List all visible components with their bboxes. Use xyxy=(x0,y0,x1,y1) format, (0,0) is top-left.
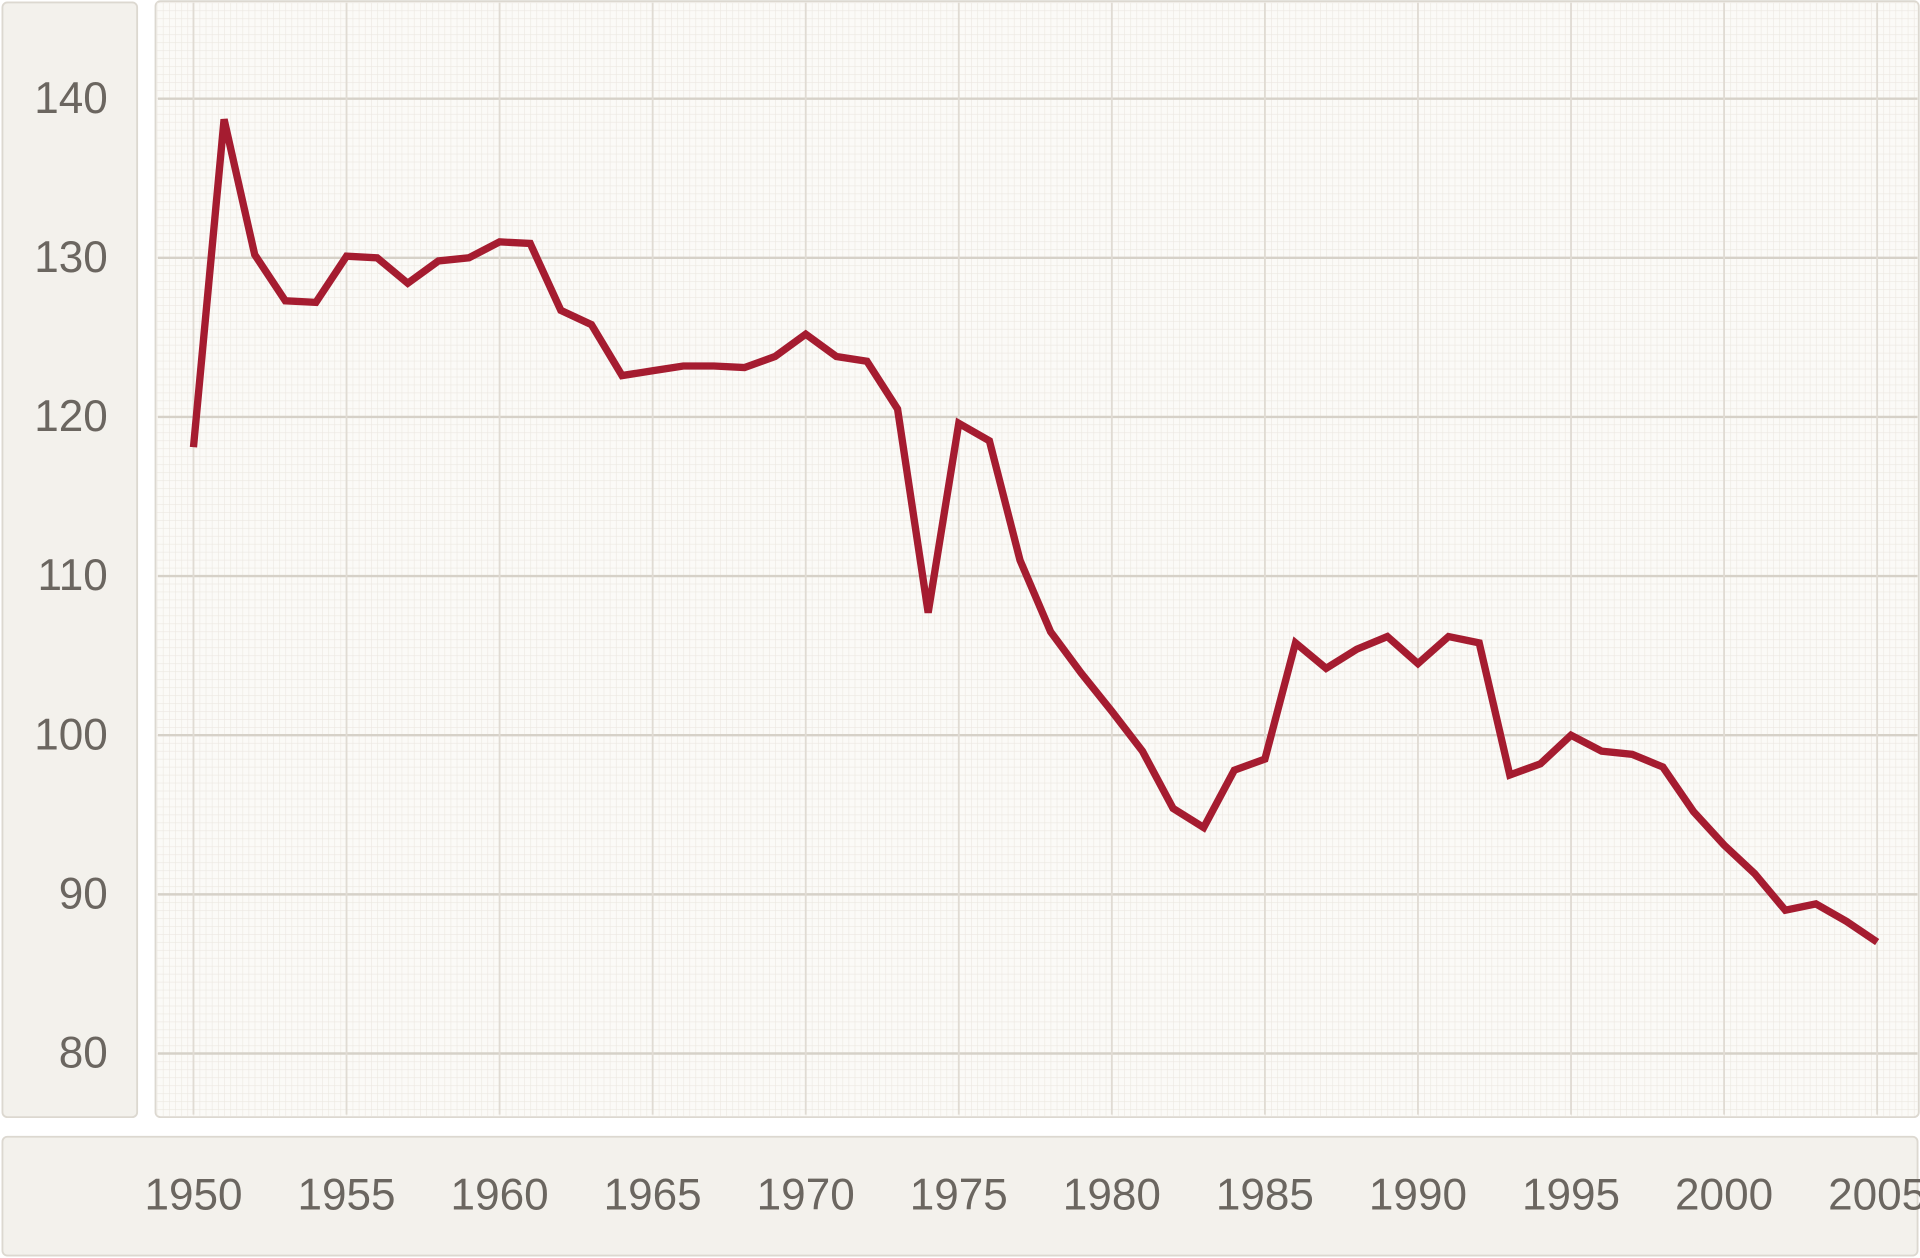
y-tick-label: 110 xyxy=(37,551,107,600)
x-tick-label: 1990 xyxy=(1369,1171,1467,1220)
y-tick-label: 100 xyxy=(34,710,108,759)
x-tick-label: 2000 xyxy=(1675,1171,1773,1220)
x-tick-label: 2005 xyxy=(1828,1171,1920,1220)
y-axis-panel xyxy=(1,1,139,1119)
tick-labels: 80 90 100 110 120 130 140 1950 1955 1960 1965 1970 1… xyxy=(34,74,1920,1220)
x-tick-label: 1970 xyxy=(757,1171,855,1220)
x-axis-panel xyxy=(1,1135,1919,1257)
x-tick-label: 1985 xyxy=(1216,1171,1314,1220)
x-tick-label: 1980 xyxy=(1063,1171,1161,1220)
x-tick-label: 1950 xyxy=(144,1171,242,1220)
x-tick-label: 1960 xyxy=(451,1171,549,1220)
y-tick-label: 130 xyxy=(34,233,108,282)
x-tick-label: 1965 xyxy=(604,1171,702,1220)
grid xyxy=(157,2,1918,1115)
x-tick-label: 1955 xyxy=(298,1171,396,1220)
series xyxy=(189,118,1880,946)
y-tick-label: 80 xyxy=(59,1029,108,1078)
x-tick-label: 1995 xyxy=(1522,1171,1620,1220)
x-tick-label: 1975 xyxy=(910,1171,1008,1220)
minor-grid xyxy=(156,2,1918,1116)
y-tick-label: 140 xyxy=(34,74,108,123)
y-tick-label: 90 xyxy=(59,869,108,918)
y-tick-label: 120 xyxy=(34,392,108,441)
data-line xyxy=(189,118,1880,946)
